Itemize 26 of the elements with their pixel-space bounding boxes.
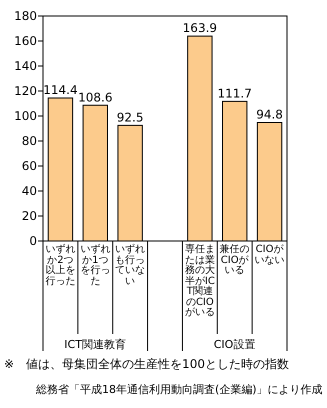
- y-tick-label: 160: [14, 34, 37, 48]
- y-tick-label: 100: [14, 109, 37, 123]
- y-tick-label: 180: [14, 9, 37, 23]
- x-tick-label: いずれか1つを行った: [80, 244, 111, 287]
- y-tick-label: 20: [22, 209, 37, 223]
- y-tick-label: 140: [14, 59, 37, 73]
- text: ※ 値は、母集団全体の生産性を100とした時の指数: [4, 356, 289, 373]
- data-label: 94.8: [256, 108, 283, 122]
- text: ICT関連教育: [64, 337, 126, 352]
- data-label: 114.4: [43, 83, 78, 97]
- x-tick-label: 兼任のCIOがいる: [219, 244, 250, 276]
- x-tick-label: いずれも行っていない: [114, 244, 146, 287]
- y-tick-label: 0: [29, 234, 37, 248]
- data-label: 108.6: [78, 90, 112, 104]
- x-tick-label: CIOがいない: [254, 244, 286, 266]
- data-label: 92.5: [116, 110, 144, 124]
- text: 総務省「平成18年通信利用動向調査(企業編)」により作成: [36, 382, 323, 397]
- text: CIO設置: [214, 337, 256, 352]
- x-tick-label: 専任または業務の大半がICT関連のCIOがいる: [184, 244, 216, 318]
- data-label: 111.7: [218, 86, 252, 100]
- y-tick-label: 60: [22, 159, 37, 173]
- x-tick-label: いずれか2つ以上を行った: [44, 244, 76, 287]
- y-tick-label: 80: [22, 134, 37, 148]
- y-tick-label: 40: [22, 184, 37, 198]
- data-label: 163.9: [182, 21, 218, 36]
- y-tick-label: 120: [14, 84, 37, 98]
